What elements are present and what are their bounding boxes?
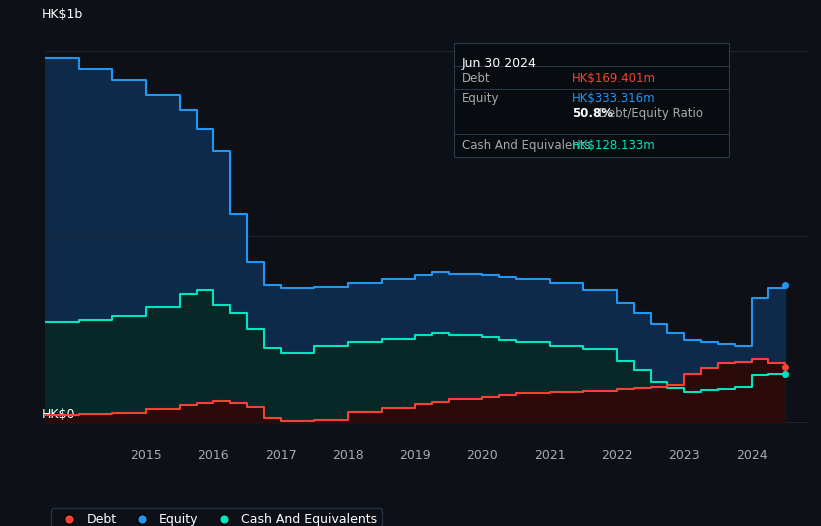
Text: Cash And Equivalents: Cash And Equivalents	[462, 139, 590, 151]
Text: HK$128.133m: HK$128.133m	[572, 139, 656, 151]
Text: Jun 30 2024: Jun 30 2024	[462, 57, 537, 70]
Text: Debt/Equity Ratio: Debt/Equity Ratio	[595, 107, 703, 120]
Text: HK$333.316m: HK$333.316m	[572, 93, 655, 105]
Text: Debt: Debt	[462, 72, 490, 85]
Text: HK$169.401m: HK$169.401m	[572, 72, 656, 85]
Text: Equity: Equity	[462, 93, 499, 105]
Text: HK$1b: HK$1b	[41, 8, 83, 21]
Text: 50.8%: 50.8%	[572, 107, 613, 120]
Text: HK$0: HK$0	[41, 408, 75, 421]
Legend: Debt, Equity, Cash And Equivalents: Debt, Equity, Cash And Equivalents	[52, 508, 382, 526]
